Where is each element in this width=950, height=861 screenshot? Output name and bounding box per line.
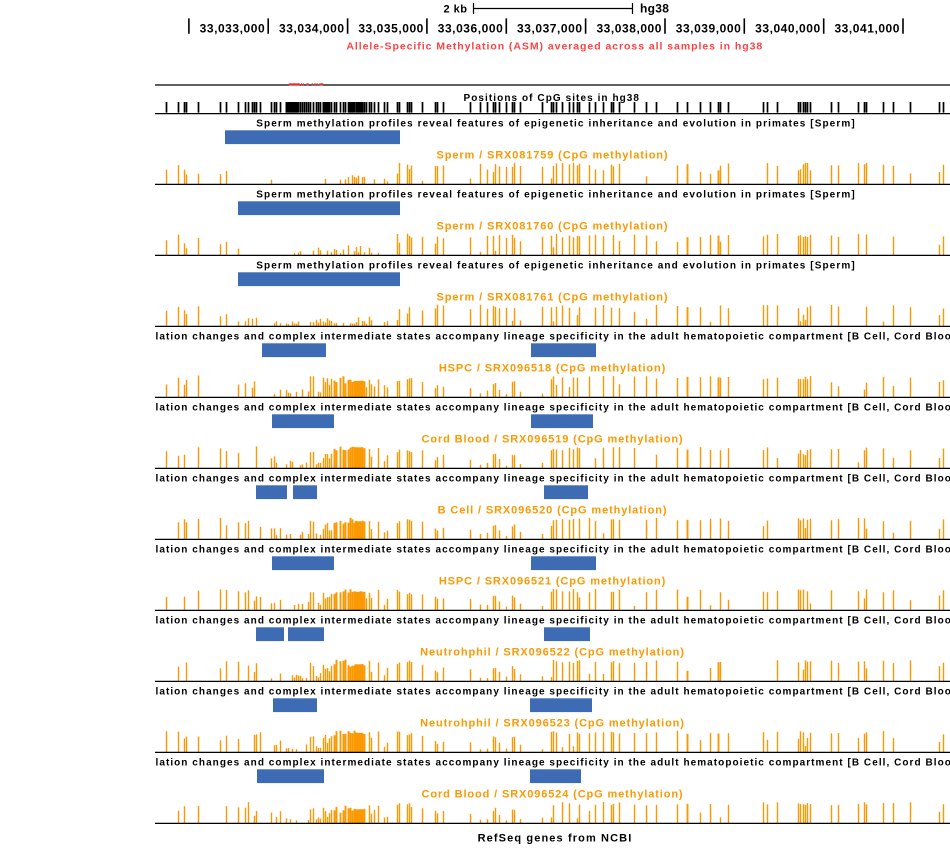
svg-text:33,035,000: 33,035,000 (358, 21, 424, 35)
svg-text:lation changes and complex int: lation changes and complex intermediate … (156, 545, 950, 556)
svg-text:HSPC / SRX096518 (CpG methylat: HSPC / SRX096518 (CpG methylation) (439, 362, 666, 374)
svg-text:lation changes and complex int: lation changes and complex intermediate … (156, 332, 950, 343)
svg-text:Neutrohphil / SRX096523 (CpG m: Neutrohphil / SRX096523 (CpG methylation… (420, 717, 685, 729)
svg-text:HSPC / SRX096521 (CpG methylat: HSPC / SRX096521 (CpG methylation) (439, 575, 666, 587)
svg-text:33,033,000: 33,033,000 (200, 21, 266, 35)
svg-text:Cord Blood / SRX096519 (CpG me: Cord Blood / SRX096519 (CpG methylation) (422, 433, 684, 445)
svg-text:Sperm / SRX081761 (CpG methyla: Sperm / SRX081761 (CpG methylation) (437, 291, 669, 303)
svg-text:lation changes and complex int: lation changes and complex intermediate … (156, 474, 950, 485)
svg-text:33,039,000: 33,039,000 (676, 21, 742, 35)
svg-text:B Cell / SRX096520 (CpG methyl: B Cell / SRX096520 (CpG methylation) (438, 504, 668, 516)
svg-text:Neutrohphil / SRX096522 (CpG m: Neutrohphil / SRX096522 (CpG methylation… (420, 646, 685, 658)
svg-text:33,034,000: 33,034,000 (279, 21, 345, 35)
svg-text:Sperm methylation profiles rev: Sperm methylation profiles reveal featur… (256, 190, 856, 201)
svg-text:Allele-Specific Methylation (A: Allele-Specific Methylation (ASM) averag… (346, 40, 763, 52)
svg-text:Sperm / SRX081760 (CpG methyla: Sperm / SRX081760 (CpG methylation) (437, 220, 669, 232)
svg-text:Sperm methylation profiles rev: Sperm methylation profiles reveal featur… (256, 119, 856, 130)
svg-text:33,038,000: 33,038,000 (596, 21, 662, 35)
svg-text:33,040,000: 33,040,000 (755, 21, 821, 35)
svg-text:lation changes and complex int: lation changes and complex intermediate … (156, 616, 950, 627)
svg-text:33,041,000: 33,041,000 (834, 21, 900, 35)
svg-text:Sperm methylation profiles rev: Sperm methylation profiles reveal featur… (256, 261, 856, 272)
svg-text:RefSeq genes from NCBI: RefSeq genes from NCBI (478, 832, 633, 844)
svg-text:lation changes and complex int: lation changes and complex intermediate … (156, 687, 950, 698)
svg-text:Cord Blood / SRX096524 (CpG me: Cord Blood / SRX096524 (CpG methylation) (422, 788, 684, 800)
svg-text:lation changes and complex int: lation changes and complex intermediate … (156, 758, 950, 769)
svg-text:33,036,000: 33,036,000 (438, 21, 504, 35)
svg-text:2 kb: 2 kb (443, 4, 467, 16)
svg-text:hg38: hg38 (640, 2, 669, 16)
svg-text:lation changes and complex int: lation changes and complex intermediate … (156, 403, 950, 414)
svg-text:33,037,000: 33,037,000 (517, 21, 583, 35)
svg-text:Sperm / SRX081759 (CpG methyla: Sperm / SRX081759 (CpG methylation) (437, 149, 669, 161)
